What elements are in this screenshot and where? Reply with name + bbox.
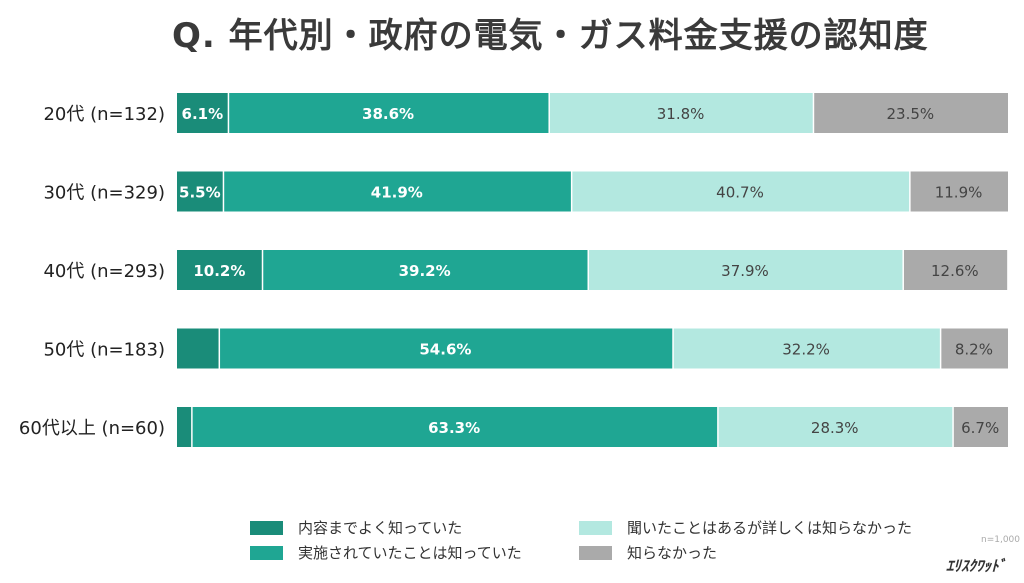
- bar-segment: [718, 407, 953, 447]
- data-label: 32.2%: [782, 341, 830, 359]
- bar-segment: [814, 93, 1008, 133]
- data-label: 38.6%: [362, 105, 414, 123]
- data-label: 41.9%: [371, 184, 423, 202]
- data-label: 28.3%: [811, 419, 859, 437]
- bar-segment: [903, 250, 1008, 290]
- bar-segment: [177, 171, 223, 212]
- category-label: 60代以上 (n=60): [19, 418, 165, 439]
- bar-segment: [192, 407, 718, 447]
- bar-segment: [549, 93, 813, 133]
- bar-segment: [263, 250, 588, 290]
- data-label: 6.7%: [961, 419, 999, 437]
- bar-segment: [572, 171, 910, 212]
- legend-item: 実施されていたことは知っていた: [250, 542, 522, 563]
- data-label: 40.7%: [716, 184, 764, 202]
- category-label: 50代 (n=183): [43, 340, 165, 361]
- data-label: 39.2%: [399, 262, 451, 280]
- data-label: 5.5%: [179, 184, 221, 202]
- legend-swatch: [250, 520, 283, 535]
- legend-swatch: [250, 545, 283, 560]
- bar-segment: [941, 328, 1008, 369]
- bar-segment: [224, 171, 571, 212]
- data-label: 54.6%: [419, 341, 471, 359]
- legend-swatch: [579, 520, 612, 535]
- legend-label: 実施されていたことは知っていた: [298, 544, 522, 562]
- sample-size-note: n=1,000: [981, 535, 1021, 545]
- bar-segment: [177, 93, 228, 133]
- legend-label: 内容までよく知っていた: [298, 519, 463, 537]
- bar-segment: [177, 250, 262, 290]
- legend-item: 聞いたことはあるが詳しくは知らなかった: [579, 517, 912, 538]
- bar-segment: [953, 407, 1008, 447]
- bar-segment: [673, 328, 940, 369]
- data-label: 63.3%: [428, 419, 480, 437]
- bar-segment: [177, 328, 219, 369]
- data-label: 8.2%: [955, 341, 993, 359]
- data-label: 37.9%: [721, 262, 769, 280]
- category-label: 40代 (n=293): [43, 261, 165, 282]
- bar-segment: [220, 328, 673, 369]
- data-label: 12.6%: [931, 262, 979, 280]
- data-label: 6.1%: [182, 105, 224, 123]
- bar-segment: [910, 171, 1008, 212]
- data-label: 23.5%: [887, 105, 935, 123]
- bar-segment: [177, 407, 192, 447]
- legend-label: 知らなかった: [627, 544, 718, 562]
- legend-label: 聞いたことはあるが詳しくは知らなかった: [627, 519, 913, 537]
- legend-item: 知らなかった: [579, 542, 717, 563]
- category-label: 20代 (n=132): [43, 104, 165, 125]
- legend-item: 内容までよく知っていた: [250, 517, 462, 538]
- bar-segment: [229, 93, 549, 133]
- data-label: 31.8%: [657, 105, 705, 123]
- data-label: 11.9%: [935, 184, 983, 202]
- legend-swatch: [579, 545, 612, 560]
- chart-title: Q. 年代別・政府の電気・ガス料金支援の認知度: [172, 16, 929, 56]
- data-label: 10.2%: [193, 262, 245, 280]
- logo: ｴﾘｽｸﾜｯﾄﾞ: [946, 557, 1007, 575]
- bar-segment: [589, 250, 903, 290]
- category-label: 30代 (n=329): [43, 183, 165, 204]
